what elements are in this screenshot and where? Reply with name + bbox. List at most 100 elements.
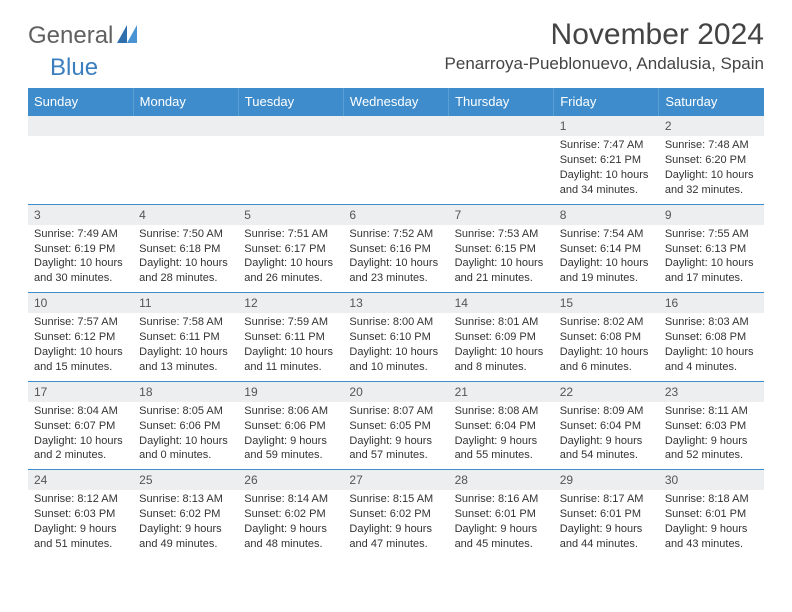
- day-content-cell: Sunrise: 8:03 AMSunset: 6:08 PMDaylight:…: [659, 313, 764, 381]
- day-content-cell: Sunrise: 8:17 AMSunset: 6:01 PMDaylight:…: [554, 490, 659, 557]
- daylight-line1: Daylight: 9 hours: [34, 522, 127, 537]
- dayheader: Friday: [554, 88, 659, 116]
- content-row: Sunrise: 8:04 AMSunset: 6:07 PMDaylight:…: [28, 402, 764, 470]
- sunrise: Sunrise: 8:06 AM: [244, 404, 337, 419]
- daylight-line2: and 15 minutes.: [34, 360, 127, 375]
- day-content-cell: Sunrise: 8:05 AMSunset: 6:06 PMDaylight:…: [133, 402, 238, 470]
- sunset: Sunset: 6:05 PM: [349, 419, 442, 434]
- dayheader: Saturday: [659, 88, 764, 116]
- location: Penarroya-Pueblonuevo, Andalusia, Spain: [445, 54, 764, 74]
- daylight-line2: and 19 minutes.: [560, 271, 653, 286]
- daylight-line1: Daylight: 9 hours: [244, 434, 337, 449]
- logo-mark-icon: [117, 22, 137, 50]
- day-number-cell: 22: [554, 381, 659, 402]
- daylight-line1: Daylight: 9 hours: [349, 434, 442, 449]
- day-content-cell: Sunrise: 7:48 AMSunset: 6:20 PMDaylight:…: [659, 136, 764, 204]
- daylight-line2: and 52 minutes.: [665, 448, 758, 463]
- daylight-line2: and 6 minutes.: [560, 360, 653, 375]
- daylight-line1: Daylight: 9 hours: [560, 434, 653, 449]
- day-number-cell: 15: [554, 293, 659, 314]
- sunrise: Sunrise: 7:57 AM: [34, 315, 127, 330]
- daylight-line1: Daylight: 9 hours: [455, 434, 548, 449]
- day-content-cell: [28, 136, 133, 204]
- sunrise: Sunrise: 8:00 AM: [349, 315, 442, 330]
- day-content-cell: Sunrise: 8:06 AMSunset: 6:06 PMDaylight:…: [238, 402, 343, 470]
- sunrise: Sunrise: 7:53 AM: [455, 227, 548, 242]
- sunrise: Sunrise: 7:55 AM: [665, 227, 758, 242]
- day-content-cell: Sunrise: 8:09 AMSunset: 6:04 PMDaylight:…: [554, 402, 659, 470]
- daylight-line1: Daylight: 10 hours: [560, 256, 653, 271]
- daylight-line1: Daylight: 10 hours: [560, 345, 653, 360]
- day-number-cell: 26: [238, 470, 343, 491]
- sunset: Sunset: 6:16 PM: [349, 242, 442, 257]
- sunset: Sunset: 6:03 PM: [665, 419, 758, 434]
- day-number-cell: 20: [343, 381, 448, 402]
- daylight-line1: Daylight: 10 hours: [665, 168, 758, 183]
- content-row: Sunrise: 7:57 AMSunset: 6:12 PMDaylight:…: [28, 313, 764, 381]
- day-number-cell: 11: [133, 293, 238, 314]
- sunrise: Sunrise: 7:50 AM: [139, 227, 232, 242]
- day-content-cell: Sunrise: 8:00 AMSunset: 6:10 PMDaylight:…: [343, 313, 448, 381]
- day-number-cell: 27: [343, 470, 448, 491]
- dayheader: Sunday: [28, 88, 133, 116]
- day-content-cell: Sunrise: 7:52 AMSunset: 6:16 PMDaylight:…: [343, 225, 448, 293]
- day-number-cell: 14: [449, 293, 554, 314]
- day-number-cell: 28: [449, 470, 554, 491]
- daylight-line2: and 17 minutes.: [665, 271, 758, 286]
- sunset: Sunset: 6:02 PM: [349, 507, 442, 522]
- daylight-line2: and 47 minutes.: [349, 537, 442, 552]
- daylight-line1: Daylight: 10 hours: [34, 345, 127, 360]
- dayheader-row: Sunday Monday Tuesday Wednesday Thursday…: [28, 88, 764, 116]
- day-content-cell: Sunrise: 8:16 AMSunset: 6:01 PMDaylight:…: [449, 490, 554, 557]
- sunset: Sunset: 6:17 PM: [244, 242, 337, 257]
- day-number-cell: 2: [659, 116, 764, 137]
- day-content-cell: Sunrise: 7:54 AMSunset: 6:14 PMDaylight:…: [554, 225, 659, 293]
- calendar-table: Sunday Monday Tuesday Wednesday Thursday…: [28, 88, 764, 558]
- daylight-line2: and 44 minutes.: [560, 537, 653, 552]
- sunrise: Sunrise: 7:49 AM: [34, 227, 127, 242]
- day-number-cell: 7: [449, 204, 554, 225]
- day-number-cell: 12: [238, 293, 343, 314]
- day-number-cell: [449, 116, 554, 137]
- sunset: Sunset: 6:06 PM: [139, 419, 232, 434]
- day-number-cell: 24: [28, 470, 133, 491]
- day-number-cell: 5: [238, 204, 343, 225]
- day-content-cell: Sunrise: 8:04 AMSunset: 6:07 PMDaylight:…: [28, 402, 133, 470]
- daynum-row: 3456789: [28, 204, 764, 225]
- daylight-line2: and 55 minutes.: [455, 448, 548, 463]
- daylight-line1: Daylight: 10 hours: [455, 256, 548, 271]
- sunset: Sunset: 6:11 PM: [244, 330, 337, 345]
- day-content-cell: [343, 136, 448, 204]
- day-content-cell: [133, 136, 238, 204]
- day-number-cell: 8: [554, 204, 659, 225]
- daylight-line1: Daylight: 10 hours: [139, 256, 232, 271]
- sunrise: Sunrise: 8:14 AM: [244, 492, 337, 507]
- sunrise: Sunrise: 8:16 AM: [455, 492, 548, 507]
- sunrise: Sunrise: 8:15 AM: [349, 492, 442, 507]
- dayheader: Thursday: [449, 88, 554, 116]
- daylight-line2: and 34 minutes.: [560, 183, 653, 198]
- day-number-cell: 25: [133, 470, 238, 491]
- sunset: Sunset: 6:04 PM: [455, 419, 548, 434]
- sunset: Sunset: 6:07 PM: [34, 419, 127, 434]
- sunset: Sunset: 6:09 PM: [455, 330, 548, 345]
- day-content-cell: Sunrise: 8:14 AMSunset: 6:02 PMDaylight:…: [238, 490, 343, 557]
- daylight-line2: and 28 minutes.: [139, 271, 232, 286]
- day-number-cell: [133, 116, 238, 137]
- sunset: Sunset: 6:01 PM: [665, 507, 758, 522]
- day-number-cell: 10: [28, 293, 133, 314]
- daylight-line1: Daylight: 10 hours: [34, 434, 127, 449]
- day-number-cell: 21: [449, 381, 554, 402]
- sunset: Sunset: 6:13 PM: [665, 242, 758, 257]
- sunrise: Sunrise: 8:04 AM: [34, 404, 127, 419]
- sunrise: Sunrise: 7:48 AM: [665, 138, 758, 153]
- sunrise: Sunrise: 7:52 AM: [349, 227, 442, 242]
- sunset: Sunset: 6:12 PM: [34, 330, 127, 345]
- daylight-line1: Daylight: 9 hours: [139, 522, 232, 537]
- daynum-row: 24252627282930: [28, 470, 764, 491]
- sunset: Sunset: 6:02 PM: [139, 507, 232, 522]
- daylight-line1: Daylight: 9 hours: [349, 522, 442, 537]
- day-content-cell: Sunrise: 8:12 AMSunset: 6:03 PMDaylight:…: [28, 490, 133, 557]
- logo-text-general: General: [28, 22, 113, 50]
- daylight-line2: and 51 minutes.: [34, 537, 127, 552]
